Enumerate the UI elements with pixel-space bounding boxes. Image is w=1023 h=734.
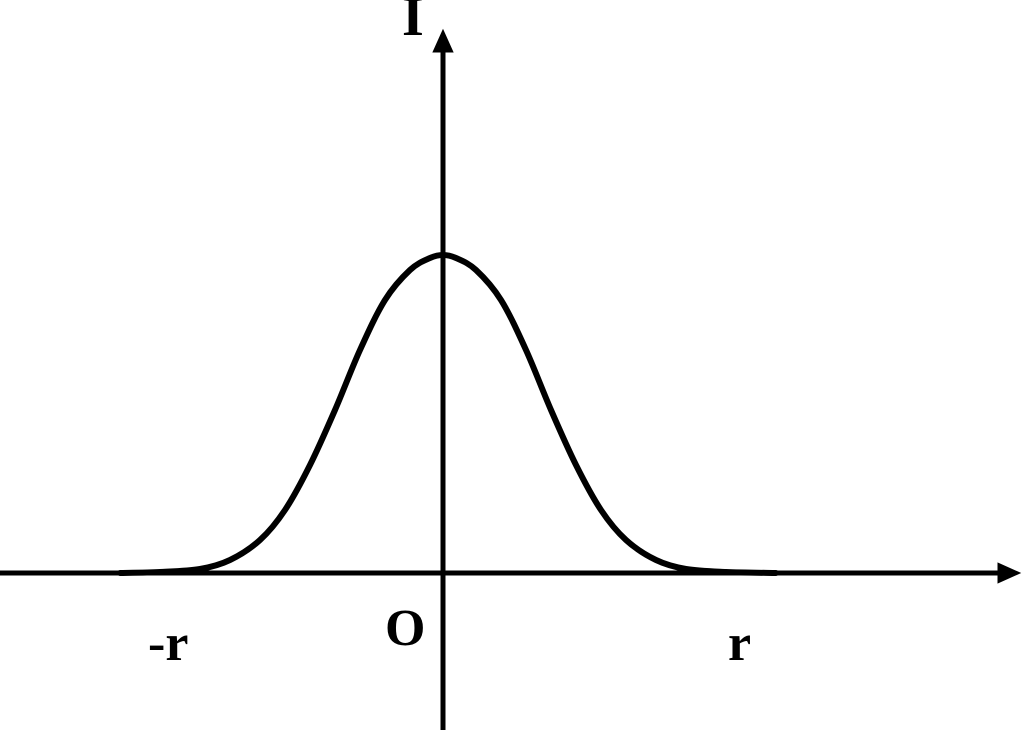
x-axis-arrow-icon (998, 563, 1020, 583)
y-axis-label: I (402, 0, 424, 48)
origin-label: O (385, 600, 425, 657)
neg-r-label: -r (148, 615, 188, 672)
intensity-bell-curve (120, 255, 776, 573)
pos-r-label: r (728, 615, 751, 672)
bell-curve-chart: I O -r r (0, 0, 1023, 734)
y-axis-arrow-icon (433, 30, 453, 52)
